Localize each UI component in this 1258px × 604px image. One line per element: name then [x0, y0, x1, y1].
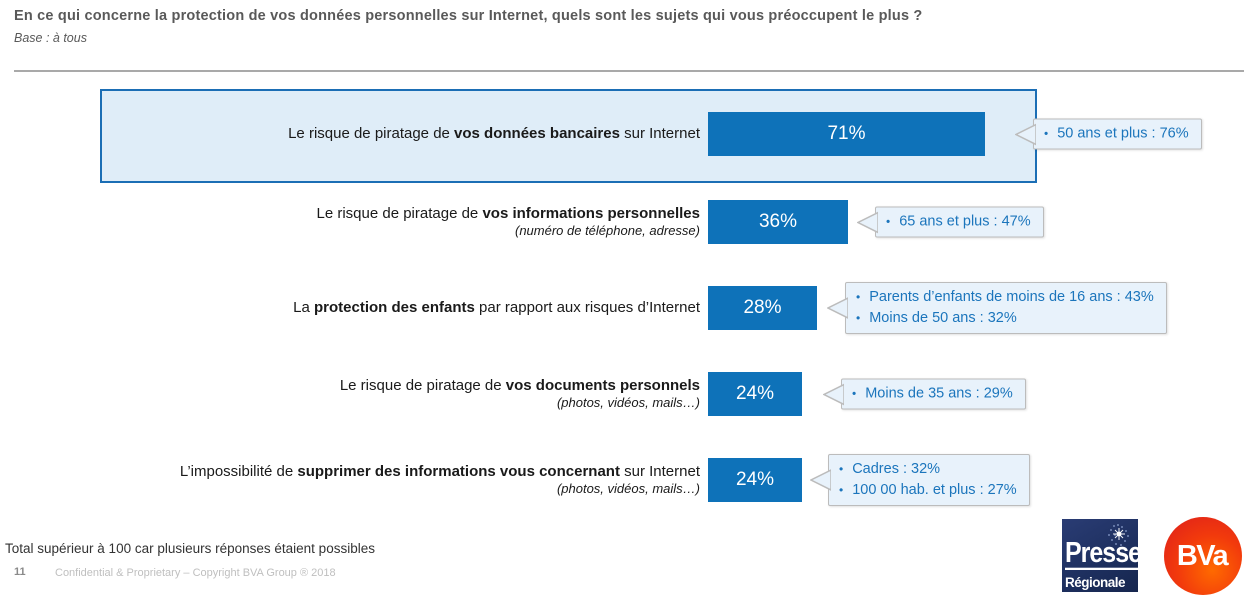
bar-28%: 28%	[708, 286, 817, 330]
bar-label: Le risque de piratage de vos information…	[316, 204, 700, 239]
callout-text: 65 ans et plus : 47%	[899, 213, 1031, 230]
callout-tail-icon	[827, 297, 848, 319]
callout-tail-icon	[1015, 123, 1036, 145]
bullet-icon: •	[856, 289, 861, 304]
callout-bubble: • Parents d’enfants de moins de 16 ans : …	[827, 281, 1167, 335]
bar-24%: 24%	[708, 458, 802, 502]
bar-36%: 36%	[708, 200, 848, 244]
bar-label-sub: (photos, vidéos, mails…)	[556, 395, 700, 411]
bullet-icon: •	[1044, 126, 1049, 141]
callout-tail-icon	[857, 211, 878, 233]
bar-value: 24%	[735, 383, 775, 404]
bar-value: 71%	[827, 123, 866, 144]
bar-value: 36%	[758, 211, 798, 232]
callout-bubble: • 65 ans et plus : 47%	[857, 206, 1044, 238]
callout-bubble: • 50 ans et plus : 76%	[1015, 118, 1202, 150]
callout-tail-icon	[823, 383, 844, 405]
page-number: 11	[14, 566, 26, 578]
bullet-icon: •	[886, 214, 891, 229]
presse-regionale-logo: Presse Régionale	[1062, 519, 1138, 592]
callout-text: Parents d’enfants de moins de 16 ans : 4…	[869, 288, 1154, 305]
bar-label: Le risque de piratage de vos documents p…	[339, 376, 700, 411]
france-map-icon	[1108, 524, 1129, 546]
callout-bubble: • Moins de 35 ans : 29%	[823, 378, 1026, 410]
callout-text: Moins de 35 ans : 29%	[865, 385, 1013, 402]
callout-text: Cadres : 32%	[852, 460, 941, 477]
copyright-text: Confidential & Proprietary – Copyright B…	[55, 567, 336, 579]
bar-label: L’impossibilité de supprimer des informa…	[179, 462, 700, 497]
bar-71%: 71%	[708, 112, 985, 156]
bva-logo: BVa	[1164, 517, 1242, 595]
footnote: Total supérieur à 100 car plusieurs répo…	[5, 541, 375, 556]
regionale-logo-text: Régionale	[1065, 574, 1126, 590]
bar-value: 28%	[743, 297, 782, 318]
presse-logo-text: Presse	[1065, 538, 1138, 570]
bullet-icon: •	[839, 483, 844, 497]
base-note: Base : à tous	[14, 31, 87, 45]
bar-24%: 24%	[708, 372, 802, 416]
callout-tail-icon	[810, 469, 831, 491]
bar-value: 24%	[735, 469, 775, 490]
bullet-icon: •	[856, 311, 861, 325]
callout-text: 100 00 hab. et plus : 27%	[852, 482, 1017, 498]
callout-bubble: • Cadres : 32% • 100 00 hab. et plus : 27%	[810, 453, 1030, 507]
bar-label: La protection des enfants par rapport au…	[293, 298, 700, 316]
divider-line	[14, 70, 1244, 72]
bullet-icon: •	[839, 461, 844, 476]
bullet-icon: •	[852, 386, 857, 401]
page-title: En ce qui concerne la protection de vos …	[14, 8, 923, 24]
bva-logo-text: BVa	[1176, 539, 1229, 572]
callout-text: Moins de 50 ans : 32%	[869, 310, 1017, 326]
bar-label: Le risque de piratage de vos données ban…	[288, 124, 700, 142]
bar-label-sub: (photos, vidéos, mails…)	[556, 481, 700, 497]
callout-text: 50 ans et plus : 76%	[1057, 125, 1189, 142]
bar-label-sub: (numéro de téléphone, adresse)	[514, 223, 700, 239]
